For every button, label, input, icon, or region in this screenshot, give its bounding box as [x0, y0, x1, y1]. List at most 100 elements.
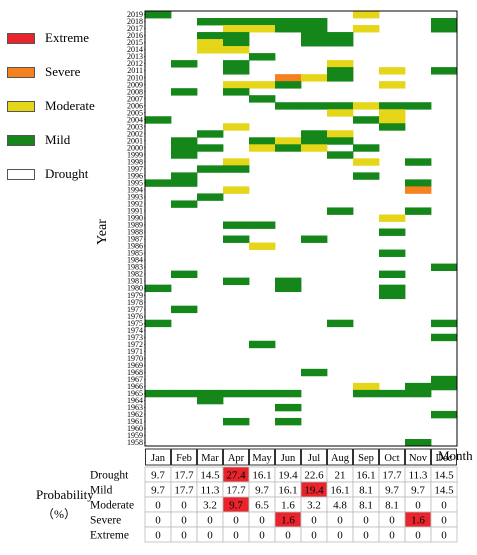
year-tick-1983: 1983 — [127, 263, 143, 272]
heatmap-cell-1965-jun — [275, 389, 302, 398]
year-tick-1959: 1959 — [127, 431, 143, 440]
probability-value-drought-jun: 19.4 — [278, 470, 298, 482]
probability-value-severe-nov: 1.6 — [411, 515, 425, 527]
year-tick-1995: 1995 — [127, 178, 143, 187]
probability-value-mild-jun: 16.1 — [278, 485, 297, 497]
month-tick-dec: Dec — [436, 453, 453, 464]
heatmap-cell-1985-oct — [379, 249, 406, 257]
month-tick-sep: Sep — [358, 453, 374, 464]
heatmap-cell-2009-jun — [275, 81, 302, 89]
year-tick-1975: 1975 — [127, 319, 143, 328]
probability-value-drought-dec: 14.5 — [434, 470, 454, 482]
heatmap-cell-2017-jul — [301, 25, 328, 33]
year-tick-1965: 1965 — [127, 389, 143, 398]
legend-swatch-drought — [7, 169, 35, 180]
heatmap-cell-1997-apr — [223, 165, 250, 173]
heatmap-cell-1998-nov — [405, 158, 432, 166]
heatmap-cell-2014-mar — [197, 46, 224, 54]
month-box-jun — [275, 448, 301, 466]
probability-value-severe-may: 0 — [259, 515, 265, 527]
probability-value-mild-oct: 9.7 — [385, 485, 399, 497]
year-tick-2001: 2001 — [127, 136, 143, 145]
month-tick-jan: Jan — [151, 453, 166, 464]
heatmap-cell-1995-feb — [171, 179, 198, 187]
probability-value-extreme-apr: 0 — [233, 530, 239, 542]
month-box-dec — [431, 448, 457, 466]
heatmap-cell-1994-nov — [405, 186, 432, 194]
month-tick-jul: Jul — [308, 453, 320, 464]
heatmap-cell-1993-mar — [197, 193, 224, 201]
heatmap-cell-2016-jul — [301, 32, 328, 40]
year-tick-1964: 1964 — [127, 396, 143, 405]
year-tick-1976: 1976 — [127, 312, 143, 321]
heatmap-cell-1977-feb — [171, 305, 198, 314]
year-tick-2013: 2013 — [127, 52, 143, 61]
heatmap-cell-2001-may — [249, 137, 276, 145]
probability-unit: （%） — [42, 507, 76, 521]
legend-label-extreme: Extreme — [45, 30, 90, 45]
year-tick-2014: 2014 — [127, 45, 143, 54]
heatmap-cell-2000-feb — [171, 144, 198, 152]
probability-value-drought-may: 16.1 — [252, 470, 271, 482]
heatmap-cell-1991-aug — [327, 207, 354, 215]
heatmap-cell-2008-feb — [171, 88, 198, 96]
heatmap-cell-1964-mar — [197, 396, 224, 405]
month-tick-labels: Jan Feb Mar Apr May Jun Jul Aug Sep Oct Nov Dec — [145, 448, 457, 466]
heatmap-cell-2019-sep — [353, 11, 380, 19]
year-tick-1989: 1989 — [127, 221, 143, 230]
month-box-aug — [327, 448, 353, 466]
heatmap-cell-2009-may — [249, 81, 276, 89]
probability-value-moderate-jul: 3.2 — [307, 500, 321, 512]
heatmap-cell-2015-jul — [301, 39, 328, 47]
probability-row-label-drought: Drought — [90, 470, 129, 482]
heatmap-cell-1965-nov — [405, 389, 432, 398]
year-tick-1990: 1990 — [127, 214, 143, 223]
heatmap-cell-2009-apr — [223, 81, 250, 89]
year-tick-2005: 2005 — [127, 108, 143, 117]
heatmap-cell-2002-jul — [301, 130, 328, 138]
year-tick-2016: 2016 — [127, 31, 143, 40]
month-tick-jun: Jun — [281, 453, 296, 464]
probability-value-severe-apr: 0 — [233, 515, 239, 527]
probability-value-moderate-dec: 0 — [441, 500, 447, 512]
heatmap-cell-1958-nov — [405, 438, 432, 447]
month-box-may — [249, 448, 275, 466]
heatmap-cell-1983-dec — [431, 263, 458, 271]
probability-value-drought-oct: 17.7 — [382, 470, 402, 482]
month-tick-aug: Aug — [331, 453, 350, 464]
probability-value-mild-jan: 9.7 — [151, 485, 165, 497]
probability-value-mild-feb: 17.7 — [174, 485, 194, 497]
month-box-jul — [301, 448, 327, 466]
heatmap-cell-1989-may — [249, 221, 276, 229]
year-tick-2018: 2018 — [127, 17, 143, 26]
year-tick-1967: 1967 — [127, 375, 143, 384]
heatmap-cell-2015-mar — [197, 39, 224, 47]
legend-label-moderate: Moderate — [45, 98, 95, 113]
heatmap-cell-2017-dec — [431, 25, 458, 33]
month-box-mar — [197, 448, 223, 466]
heatmap-cell-1979-oct — [379, 291, 406, 300]
month-box-sep — [353, 448, 379, 466]
heatmap-cell-2011-oct — [379, 67, 406, 75]
heatmap-cell-2018-jun — [275, 18, 302, 26]
probability-value-drought-nov: 11.3 — [409, 470, 428, 482]
month-box-jan — [145, 448, 171, 466]
year-tick-1987: 1987 — [127, 235, 143, 244]
year-tick-1992: 1992 — [127, 200, 143, 209]
heatmap-cell-1980-oct — [379, 284, 406, 293]
heatmap-cell-2018-dec — [431, 18, 458, 26]
legend-swatch-moderate — [7, 101, 35, 112]
probability-value-moderate-jan: 0 — [155, 500, 161, 512]
year-tick-1986: 1986 — [127, 242, 143, 251]
heatmap-cell-2016-apr — [223, 32, 250, 40]
legend-swatch-mild — [7, 135, 35, 146]
probability-value-severe-oct: 0 — [389, 515, 395, 527]
year-tick-1980: 1980 — [127, 284, 143, 293]
probability-value-severe-jul: 0 — [311, 515, 317, 527]
probability-value-moderate-jun: 1.6 — [281, 500, 295, 512]
heatmap-cell-2000-jun — [275, 144, 302, 152]
year-tick-1970: 1970 — [127, 354, 143, 363]
heatmap-cells — [145, 11, 458, 447]
heatmap-cell-2017-may — [249, 25, 276, 33]
probability-cell-bg-extreme-dec — [430, 526, 458, 543]
